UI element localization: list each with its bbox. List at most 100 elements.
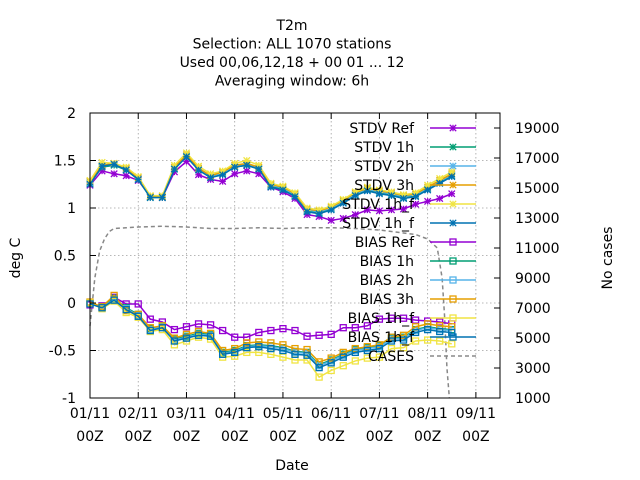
legend-entry: STDV 1h: [354, 140, 476, 156]
y2-tick-label: 1000: [515, 391, 551, 407]
data-point: [327, 354, 335, 362]
data-point: [399, 343, 408, 352]
data-point: [98, 304, 106, 312]
data-point: [363, 322, 372, 330]
x-tick-label-time: 00Z: [366, 429, 393, 445]
data-point: [411, 328, 420, 337]
y2-tick-label: 9000: [515, 271, 551, 287]
data-point: [182, 323, 191, 331]
data-point: [339, 199, 347, 207]
data-point: [327, 330, 335, 339]
data-point: [411, 200, 420, 208]
data-point: [351, 348, 359, 357]
y-tick-label: 0: [67, 296, 76, 312]
legend-entry: STDV 3h: [354, 178, 476, 194]
data-point: [399, 205, 408, 213]
x-tick-label: 01/11: [70, 406, 110, 422]
y2-tick-label: 5000: [515, 331, 551, 347]
data-point: [122, 305, 130, 314]
y2-axis-label: No cases: [600, 227, 616, 290]
x-tick-label-time: 00Z: [173, 429, 200, 445]
legend-label: STDV 3h: [354, 178, 414, 194]
data-point: [134, 175, 142, 184]
data-point: [351, 324, 359, 332]
legend-label: BIAS 1h_f: [348, 330, 415, 346]
legend: STDV Ref STDV 1h STDV 2h STDV 3h STDV 1h_f ST…: [342, 121, 476, 365]
legend-label: STDV 2h: [354, 159, 414, 175]
data-point: [399, 314, 408, 322]
data-point: [243, 339, 251, 347]
data-point: [448, 172, 456, 181]
data-point: [134, 312, 142, 320]
data-point: [170, 337, 179, 345]
series-line-cases: [89, 225, 451, 399]
data-point: [327, 206, 335, 214]
series-layer: [86, 149, 456, 399]
data-point: [375, 190, 384, 198]
data-point: [231, 333, 239, 341]
data-point: [448, 340, 456, 348]
data-point: [387, 333, 396, 341]
x-tick-label-time: 00Z: [414, 429, 441, 445]
legend-entry: STDV 2h: [354, 159, 476, 175]
data-point: [387, 337, 396, 345]
data-point: [158, 193, 167, 202]
legend-label: STDV 1h_f: [342, 216, 415, 232]
data-point: [110, 170, 118, 178]
series-line: [89, 299, 452, 369]
data-point: [231, 163, 239, 171]
data-point: [436, 337, 444, 345]
legend-marker: [449, 124, 457, 132]
y2-tick-label: 13000: [515, 211, 560, 227]
data-point: [267, 326, 275, 335]
data-point: [98, 162, 106, 170]
data-point: [182, 334, 191, 342]
data-point: [146, 193, 154, 202]
data-point: [206, 332, 215, 340]
data-point: [375, 344, 384, 353]
legend-label: STDV 1h: [354, 140, 414, 156]
data-point: [158, 324, 167, 332]
legend-label: BIAS 2h: [360, 273, 414, 289]
data-point: [363, 346, 372, 355]
data-point: [303, 208, 311, 216]
legend-label: BIAS 3h: [360, 292, 414, 308]
y2-tick-label: 19000: [515, 121, 560, 137]
x-tick-label: 08/11: [407, 406, 447, 422]
data-point: [375, 315, 384, 323]
data-point: [327, 359, 335, 367]
data-point: [387, 344, 396, 353]
legend-label: BIAS 1h: [360, 254, 414, 270]
data-point: [194, 331, 203, 339]
data-point: [194, 166, 203, 174]
y2-tick-label: 11000: [515, 241, 560, 257]
data-point: [399, 194, 408, 203]
data-point: [387, 206, 396, 214]
data-point: [351, 344, 359, 353]
legend-marker: [449, 314, 457, 322]
data-point: [339, 353, 347, 361]
data-point: [243, 343, 251, 352]
data-point: [182, 153, 191, 161]
data-point: [303, 356, 311, 364]
data-point: [423, 197, 432, 206]
data-point: [315, 210, 323, 218]
data-point: [315, 363, 323, 372]
data-point: [218, 326, 227, 335]
y2-tick-label: 7000: [515, 301, 551, 317]
data-point: [375, 353, 384, 361]
data-point: [206, 173, 215, 182]
legend-label: STDV Ref: [349, 121, 415, 137]
x-tick-label-time: 00Z: [462, 429, 489, 445]
legend-label: CASES: [368, 349, 414, 365]
x-tick-label-time: 00Z: [125, 429, 152, 445]
legend-marker: [449, 219, 457, 227]
y-tick-label: 1: [67, 201, 76, 217]
data-point: [243, 161, 251, 169]
data-point: [423, 336, 432, 344]
legend-marker: [449, 333, 457, 341]
data-point: [255, 165, 263, 173]
legend-entry: CASES: [368, 349, 476, 365]
title-line-1: Selection: ALL 1070 stations: [193, 37, 392, 53]
